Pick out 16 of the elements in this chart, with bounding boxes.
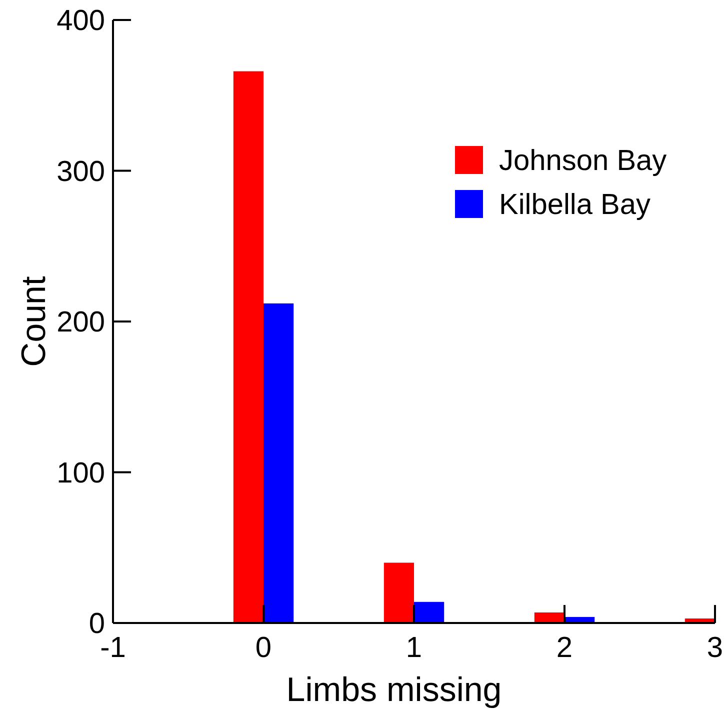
bar xyxy=(233,71,264,623)
bar xyxy=(414,602,444,623)
y-tick-label: 100 xyxy=(56,457,105,490)
bar xyxy=(264,303,294,623)
y-tick-label: 300 xyxy=(56,156,105,188)
y-tick-label: 400 xyxy=(56,5,105,38)
bar xyxy=(384,562,414,623)
y-tick-label: 200 xyxy=(56,306,105,339)
legend-label: Kilbella Bay xyxy=(499,189,652,221)
x-tick-label: 1 xyxy=(406,632,422,664)
x-tick-label: 3 xyxy=(706,632,724,664)
y-axis-title: Count xyxy=(15,276,53,367)
x-axis-title: Limbs missing xyxy=(286,671,502,709)
x-tick-label: 0 xyxy=(255,632,272,664)
x-tick-label: 2 xyxy=(556,632,573,664)
legend-label: Johnson Bay xyxy=(499,145,668,177)
